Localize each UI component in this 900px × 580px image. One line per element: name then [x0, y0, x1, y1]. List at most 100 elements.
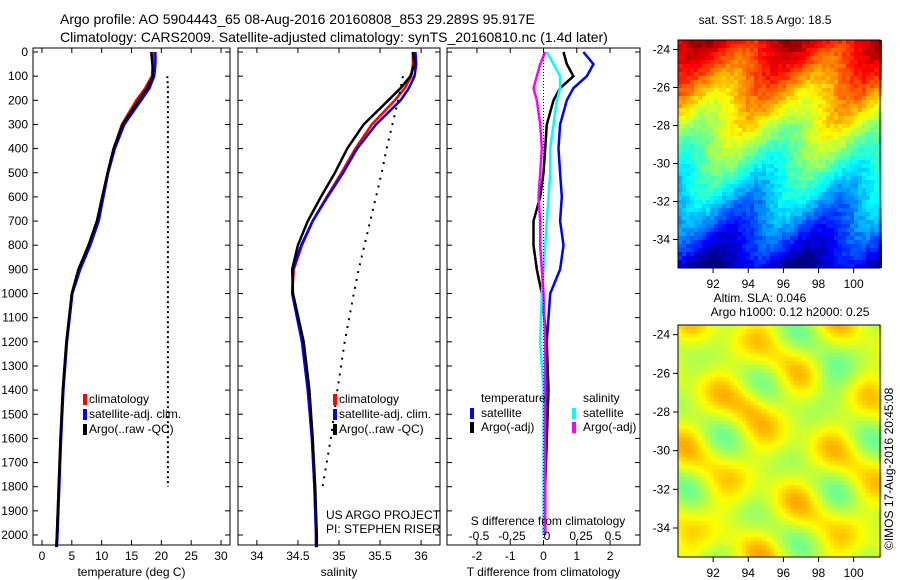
map-cell	[742, 425, 746, 429]
map-cell	[862, 184, 866, 188]
map-cell	[850, 132, 854, 136]
map-cell	[842, 164, 846, 168]
map-cell	[774, 48, 778, 52]
sst-map-frame	[677, 39, 881, 269]
map-cell	[682, 244, 686, 248]
map-cell	[734, 377, 738, 381]
map-cell	[682, 112, 686, 116]
map-cell	[698, 393, 702, 397]
map-cell	[686, 132, 690, 136]
map-cell	[786, 373, 790, 377]
map-cell	[742, 120, 746, 124]
map-cell	[762, 437, 766, 441]
map-cell	[854, 184, 858, 188]
map-cell	[862, 44, 866, 48]
map-cell	[730, 200, 734, 204]
map-cell	[862, 445, 866, 449]
map-cell	[786, 96, 790, 100]
map-cell	[782, 60, 786, 64]
map-cell	[766, 421, 770, 425]
map-cell	[858, 124, 862, 128]
map-cell	[726, 172, 730, 176]
map-cell	[794, 188, 798, 192]
map-cell	[842, 108, 846, 112]
map-cell	[870, 196, 874, 200]
map-cell	[870, 240, 874, 244]
map-cell	[858, 252, 862, 256]
map-cell	[870, 172, 874, 176]
map-cell	[694, 369, 698, 373]
map-cell	[778, 260, 782, 264]
map-cell	[682, 72, 686, 76]
map-cell	[702, 48, 706, 52]
map-cell	[782, 441, 786, 445]
map-cell	[698, 232, 702, 236]
map-cell	[842, 240, 846, 244]
map-cell	[694, 329, 698, 333]
map-cell	[830, 224, 834, 228]
map-cell	[790, 232, 794, 236]
map-cell	[722, 84, 726, 88]
map-cell	[730, 389, 734, 393]
map-cell	[810, 236, 814, 240]
map-cell	[862, 461, 866, 465]
map-cell	[778, 128, 782, 132]
map-cell	[694, 260, 698, 264]
map-cell	[774, 381, 778, 385]
map-cell	[782, 413, 786, 417]
map-cell	[774, 365, 778, 369]
map-cell	[794, 240, 798, 244]
map-cell	[850, 425, 854, 429]
map-cell	[818, 252, 822, 256]
map-cell	[826, 256, 830, 260]
map-cell	[854, 357, 858, 361]
map-cell	[858, 132, 862, 136]
map-cell	[698, 441, 702, 445]
map-cell	[698, 401, 702, 405]
map-cell	[698, 437, 702, 441]
map-cell	[850, 100, 854, 104]
map-cell	[722, 220, 726, 224]
map-cell	[754, 56, 758, 60]
map-cell	[846, 405, 850, 409]
map-cell	[874, 92, 878, 96]
map-cell	[722, 160, 726, 164]
map-cell	[710, 357, 714, 361]
map-cell	[838, 120, 842, 124]
map-cell	[722, 260, 726, 264]
map-cell	[730, 72, 734, 76]
map-cell	[786, 64, 790, 68]
map-cell	[874, 64, 878, 68]
map-cell	[782, 48, 786, 52]
map-cell	[866, 453, 870, 457]
map-cell	[810, 433, 814, 437]
map-cell	[838, 208, 842, 212]
map-cell	[786, 441, 790, 445]
map-cell	[754, 160, 758, 164]
map-cell	[830, 417, 834, 421]
map-cell	[746, 325, 750, 329]
map-cell	[846, 80, 850, 84]
map-cell	[846, 56, 850, 60]
map-cell	[846, 108, 850, 112]
map-cell	[806, 461, 810, 465]
map-cell	[794, 337, 798, 341]
map-cell	[758, 64, 762, 68]
map-cell	[786, 204, 790, 208]
map-cell	[798, 60, 802, 64]
map-cell	[806, 325, 810, 329]
map-cell	[726, 433, 730, 437]
map-cell	[782, 200, 786, 204]
map-cell	[786, 240, 790, 244]
map-cell	[858, 228, 862, 232]
map-cell	[706, 64, 710, 68]
map-cell	[678, 349, 682, 353]
map-cell	[722, 112, 726, 116]
map-cell	[690, 196, 694, 200]
map-cell	[782, 40, 786, 44]
project-label: US ARGO PROJECT	[326, 508, 441, 522]
map-cell	[762, 425, 766, 429]
map-cell	[850, 224, 854, 228]
map-cell	[746, 425, 750, 429]
map-cell	[818, 413, 822, 417]
